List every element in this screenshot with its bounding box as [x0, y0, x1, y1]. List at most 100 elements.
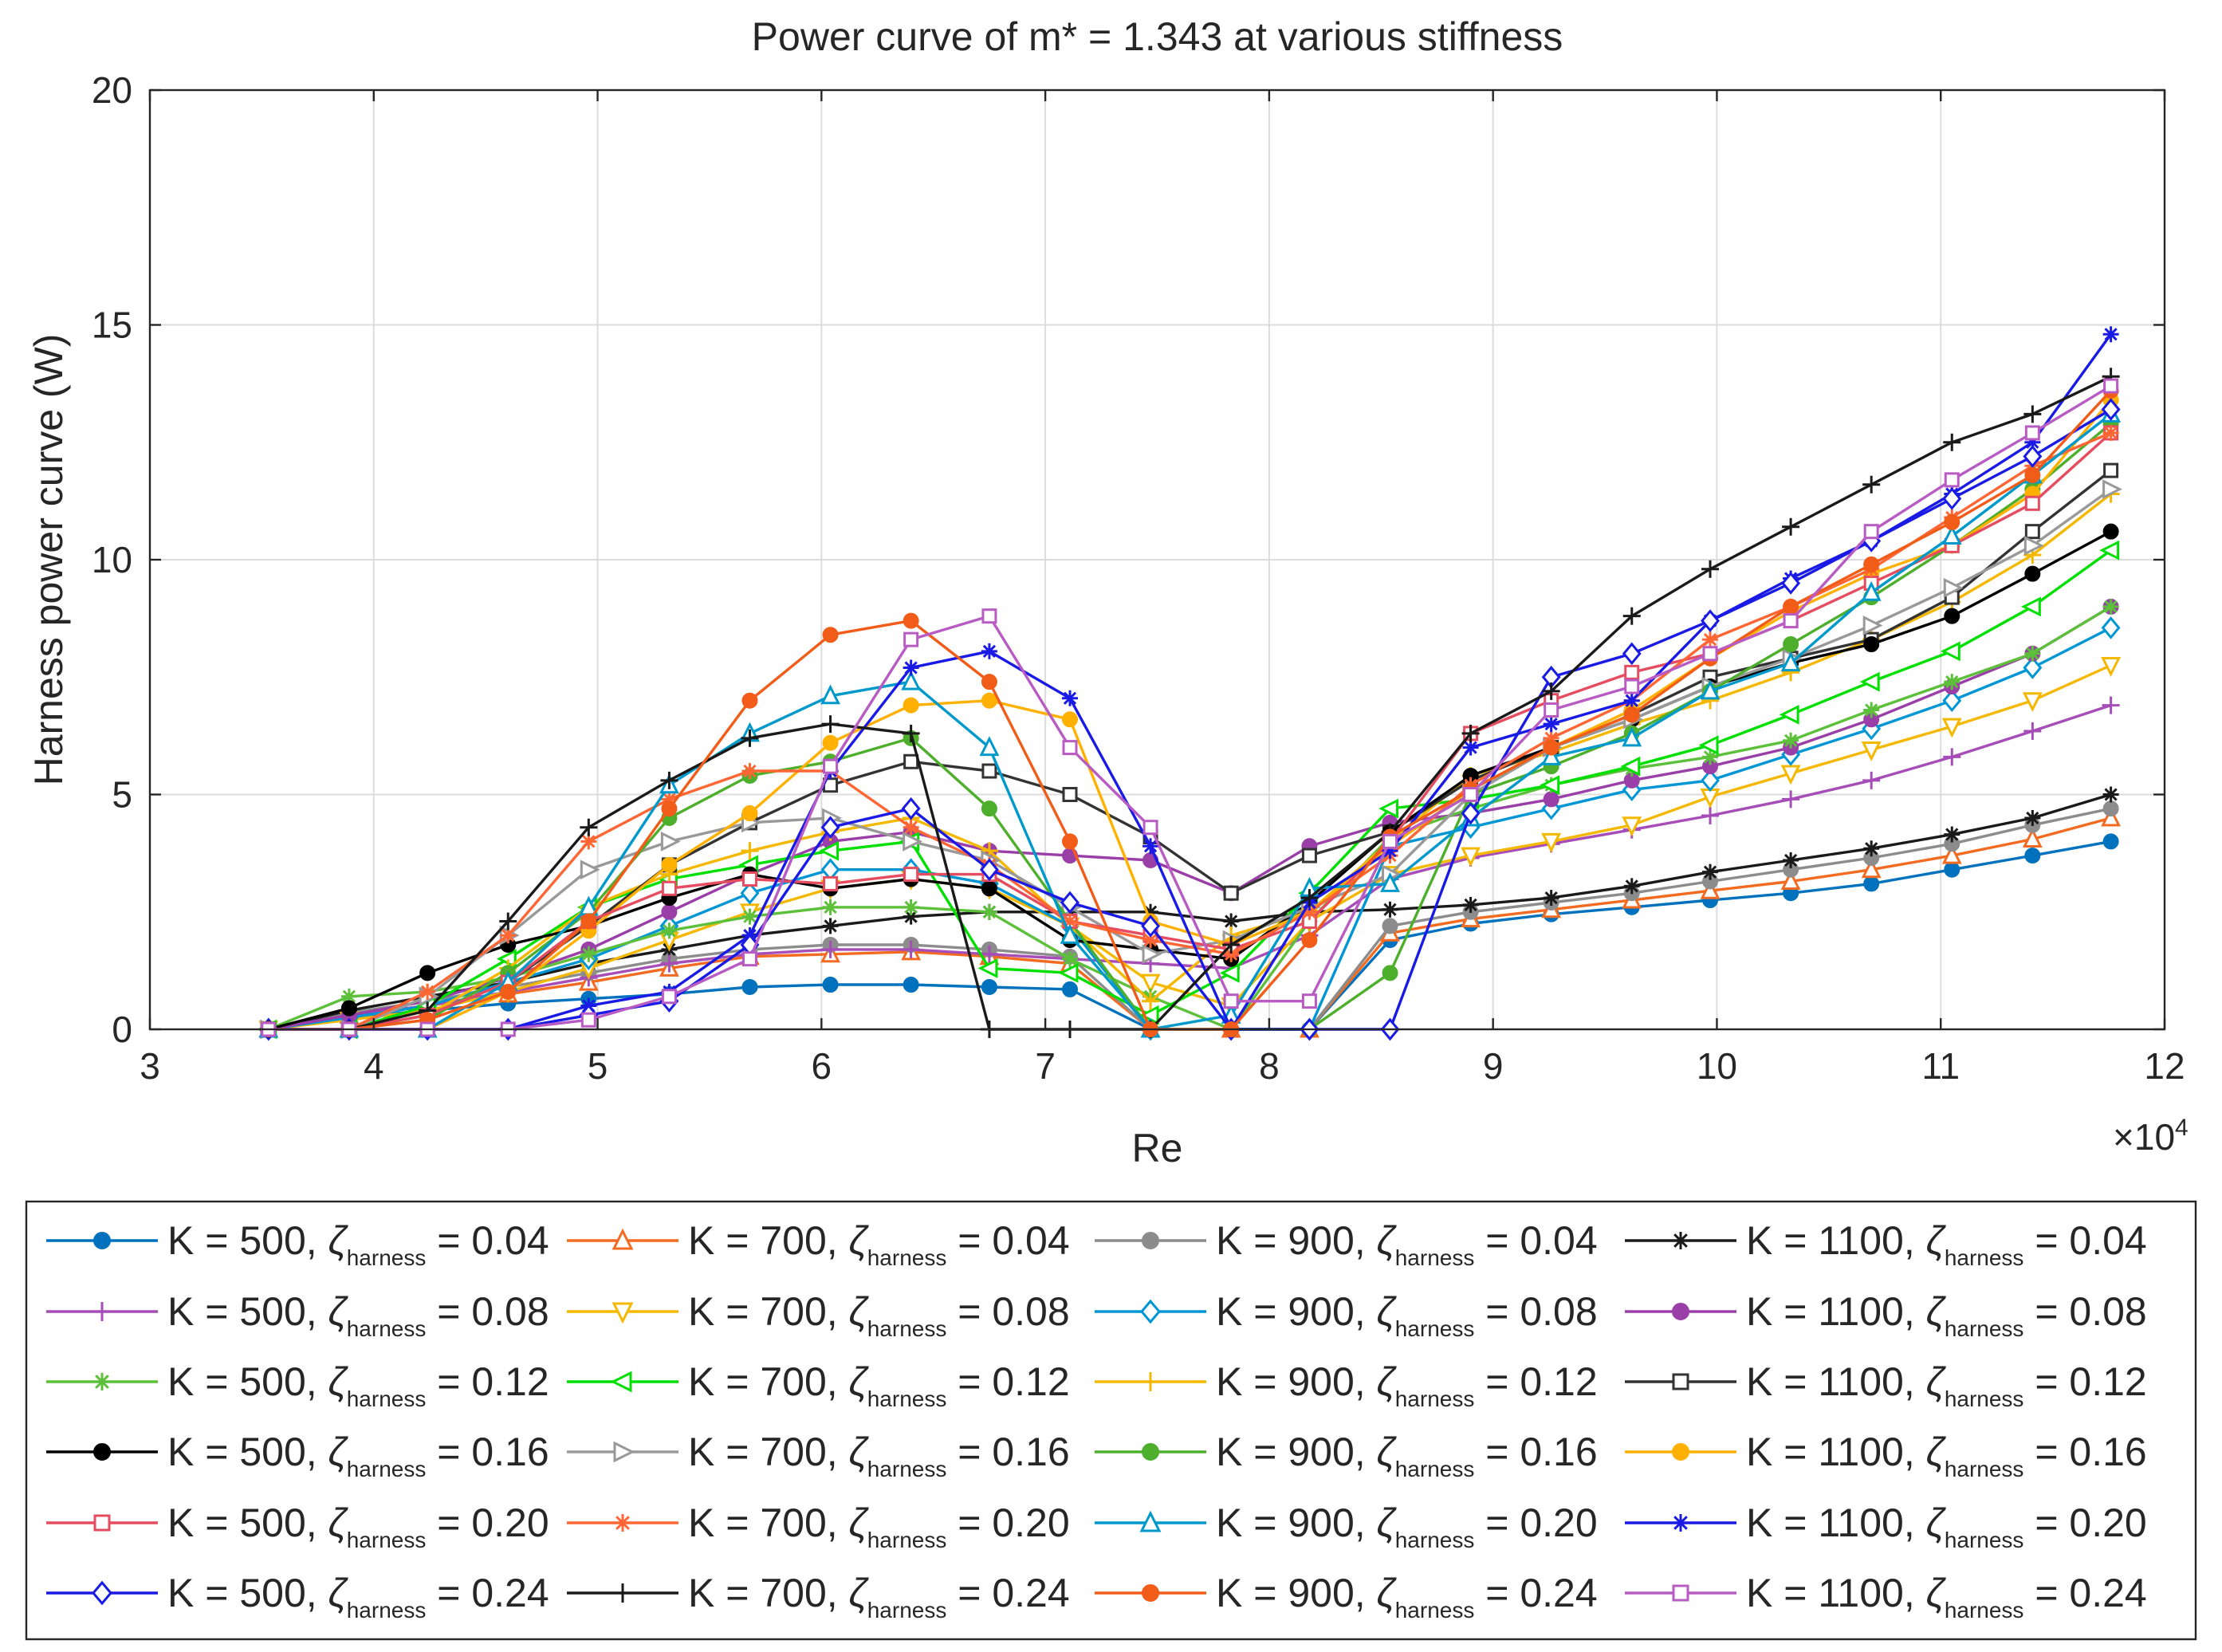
data-point: [1382, 965, 1398, 981]
legend-zeta: ζ: [1377, 1571, 1398, 1615]
data-point: [580, 859, 600, 880]
data-point: [1462, 739, 1479, 756]
data-point: [901, 670, 922, 690]
data-point: [822, 734, 839, 751]
data-point: [92, 1580, 112, 1606]
legend-value: = 0.20: [2023, 1501, 2146, 1545]
data-point: [741, 978, 758, 995]
legend-item: K = 700, ζharness = 0.12: [567, 1359, 1070, 1411]
legend-item: K = 900, ζharness = 0.12: [1095, 1359, 1598, 1411]
legend-label: K = 500, ζharness = 0.24: [167, 1571, 549, 1622]
series-line: [268, 413, 2112, 1031]
legend-zeta-subscript: harness: [347, 1457, 427, 1481]
data-point: [1862, 616, 1883, 635]
legend-zeta: ζ: [328, 1571, 349, 1615]
data-point: [1378, 798, 1399, 819]
legend-value: = 0.24: [2023, 1571, 2146, 1615]
legend-item: K = 700, ζharness = 0.20: [567, 1501, 1070, 1552]
legend-value: = 0.12: [426, 1359, 549, 1404]
legend-label: K = 1100, ζharness = 0.04: [1746, 1218, 2147, 1270]
legend-zeta: ζ: [1926, 1289, 1947, 1334]
data-point: [1779, 704, 1799, 725]
data-point: [580, 818, 598, 836]
legend-value: = 0.16: [946, 1430, 1069, 1474]
data-point: [1941, 718, 1962, 738]
legend-zeta-subscript: harness: [1395, 1598, 1475, 1622]
legend-label: K = 500, ζharness = 0.16: [167, 1430, 549, 1481]
data-point: [1700, 879, 1721, 899]
data-point: [1701, 609, 1720, 632]
data-point: [1382, 918, 1398, 934]
data-point: [661, 903, 678, 920]
data-point: [1461, 801, 1481, 825]
legend-zeta-subscript: harness: [347, 1598, 427, 1622]
data-point: [903, 631, 919, 647]
legend-item: K = 500, ζharness = 0.24: [46, 1571, 549, 1622]
legend-label: K = 1100, ζharness = 0.16: [1746, 1430, 2147, 1481]
data-point: [613, 1583, 632, 1603]
data-point: [1382, 901, 1398, 918]
legend-zeta: ζ: [328, 1501, 349, 1545]
legend: K = 500, ζharness = 0.04 K = 700, ζharnes…: [25, 1200, 2197, 1641]
data-point: [613, 1441, 635, 1463]
legend-zeta-subscript: harness: [1395, 1528, 1475, 1552]
legend-item: K = 900, ζharness = 0.08: [1095, 1289, 1598, 1341]
data-point: [1058, 962, 1079, 983]
data-point: [2024, 495, 2040, 511]
data-point: [981, 692, 997, 709]
legend-item: K = 500, ζharness = 0.20: [46, 1501, 549, 1552]
legend-value: = 0.12: [946, 1359, 1069, 1404]
legend-value: = 0.24: [426, 1571, 549, 1615]
data-point: [1672, 1443, 1689, 1461]
data-point: [1859, 671, 1880, 692]
legend-item: K = 700, ζharness = 0.04: [567, 1218, 1070, 1270]
data-point: [822, 977, 839, 993]
data-point: [1222, 935, 1241, 954]
data-point: [821, 715, 840, 734]
data-point: [903, 977, 919, 993]
data-point: [1061, 981, 1078, 997]
data-point: [740, 881, 760, 905]
series-line: [268, 703, 2112, 1031]
data-point: [1943, 748, 1961, 766]
series-23: [260, 382, 2119, 1037]
data-point: [1141, 914, 1161, 938]
data-point: [1141, 1372, 1160, 1391]
legend-k: K = 1100,: [1746, 1501, 1926, 1545]
data-point: [1863, 556, 1880, 572]
data-point: [1861, 858, 1882, 879]
data-point: [1062, 787, 1078, 802]
legend-k: K = 900,: [1216, 1571, 1377, 1615]
data-point: [981, 880, 997, 897]
data-point: [2024, 848, 2041, 864]
data-point: [1782, 790, 1800, 808]
data-point: [614, 1514, 631, 1532]
data-point: [1142, 838, 1159, 855]
data-point: [2023, 535, 2044, 556]
data-point: [1700, 679, 1721, 700]
data-point: [1780, 651, 1801, 672]
data-point: [820, 684, 840, 705]
legend-label: K = 700, ζharness = 0.16: [688, 1430, 1070, 1481]
legend-label: K = 500, ζharness = 0.04: [167, 1218, 549, 1270]
data-point: [2023, 722, 2042, 740]
legend-label: K = 900, ζharness = 0.04: [1216, 1218, 1598, 1270]
legend-zeta-subscript: harness: [1945, 1457, 2024, 1481]
data-point: [1702, 863, 1719, 880]
data-point: [1672, 1584, 1689, 1602]
legend-label: K = 700, ζharness = 0.24: [688, 1571, 1070, 1622]
legend-k: K = 1100,: [1746, 1289, 1926, 1334]
data-point: [661, 989, 677, 1005]
legend-k: K = 700,: [688, 1218, 849, 1263]
legend-label: K = 700, ζharness = 0.04: [688, 1218, 1070, 1270]
legend-item: K = 1100, ζharness = 0.12: [1625, 1359, 2147, 1411]
data-point: [580, 913, 597, 930]
data-point: [612, 1228, 634, 1250]
legend-item: K = 900, ζharness = 0.24: [1095, 1571, 1598, 1622]
x-exponent-base: ×10: [2113, 1116, 2175, 1158]
data-point: [2024, 645, 2041, 662]
data-point: [1672, 1303, 1689, 1320]
data-point: [1139, 1510, 1162, 1532]
data-point: [1223, 993, 1239, 1009]
data-point: [1941, 525, 1962, 545]
